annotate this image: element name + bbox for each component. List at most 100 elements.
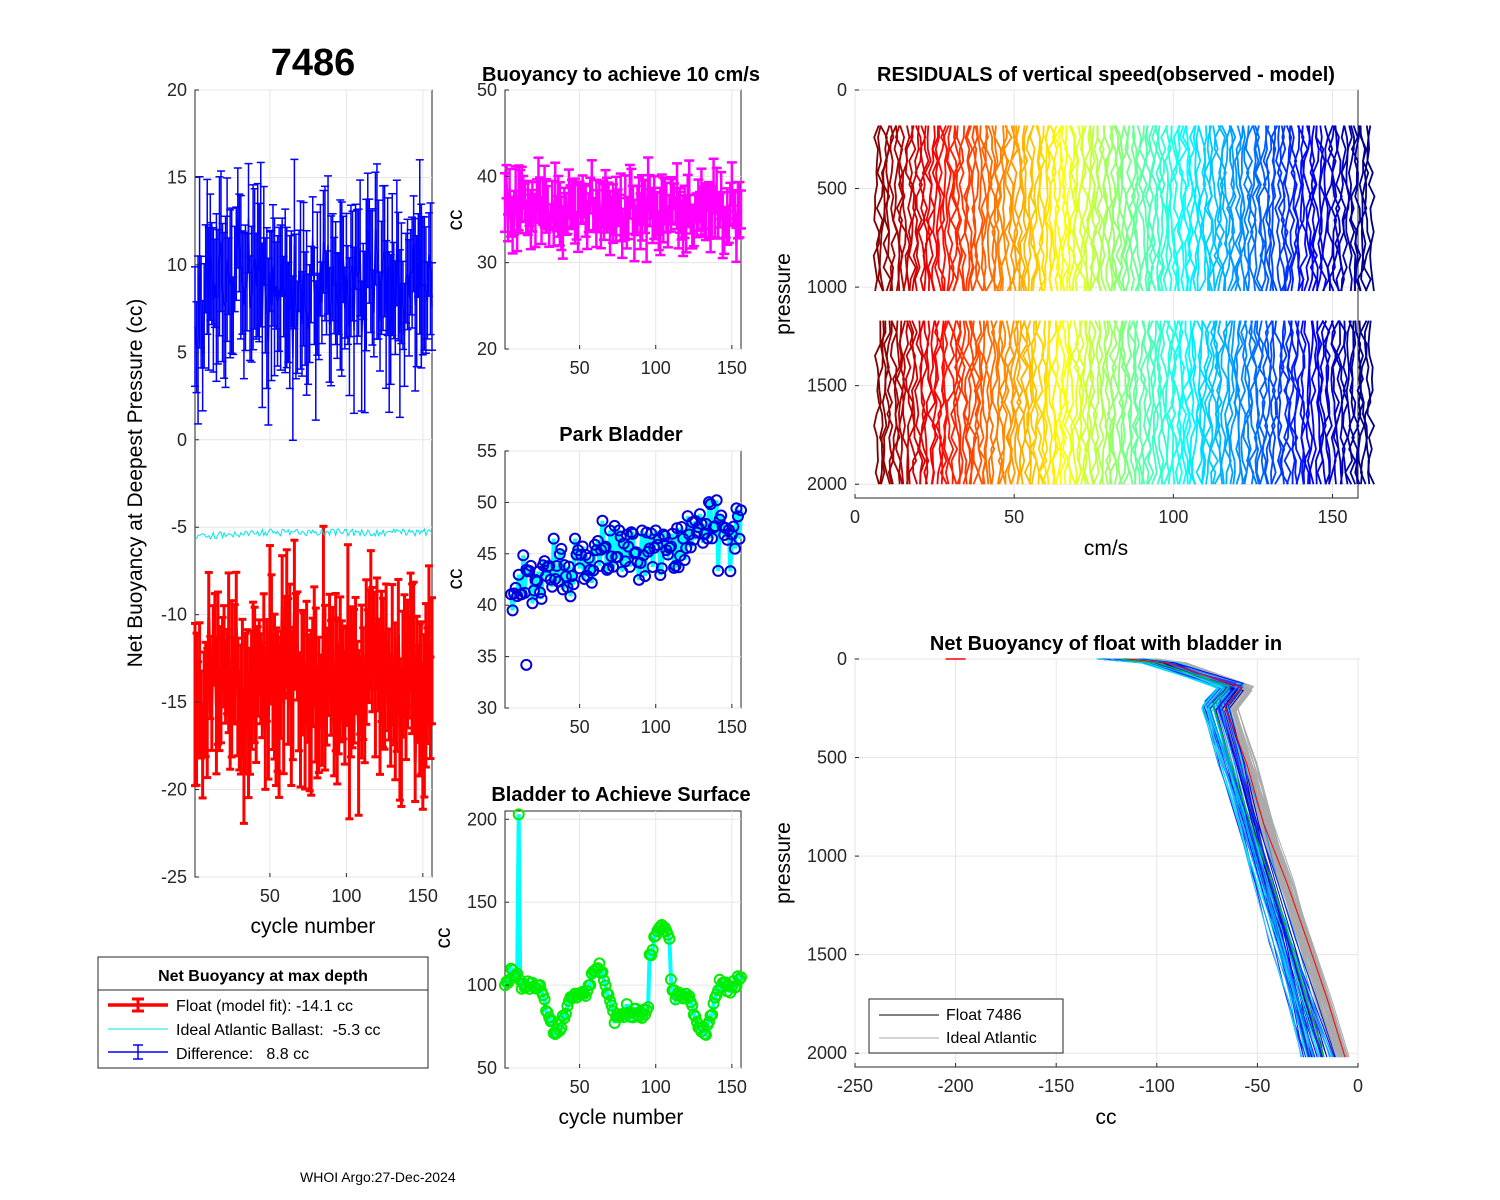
net-buoyancy-marks — [191, 158, 436, 825]
residual-profile — [945, 320, 956, 485]
residual-profile — [1076, 320, 1086, 485]
residual-profile — [1293, 320, 1303, 485]
residual-profile — [1118, 320, 1127, 485]
residual-profile — [1207, 320, 1217, 485]
y-tick-label: 10 — [167, 255, 187, 275]
residual-profile — [1295, 320, 1306, 485]
x-tick-label: -50 — [1244, 1076, 1270, 1096]
x-tick-label: 150 — [408, 886, 438, 906]
legend-entry-difference: Difference: 8.8 cc — [176, 1046, 309, 1063]
residual-profile — [1043, 125, 1051, 292]
park-bladder-marks — [505, 494, 747, 671]
residual-profile — [1206, 125, 1215, 292]
x-tick-label: 50 — [570, 1077, 590, 1097]
residual-profile — [911, 125, 920, 292]
residual-profile — [1154, 125, 1162, 292]
residual-profile — [923, 320, 933, 485]
residual-profile — [1260, 320, 1269, 485]
residual-profile — [1108, 125, 1118, 292]
residual-profile — [1022, 125, 1031, 292]
residual-profile — [1290, 125, 1299, 292]
surface-bladder-point — [735, 971, 747, 984]
surface-bladder-point — [706, 1008, 719, 1021]
residual-profile — [1251, 125, 1261, 292]
park-bladder-point — [692, 521, 705, 534]
residual-profile — [1319, 320, 1328, 485]
park-bladder-point — [695, 517, 708, 530]
park-bladder-point — [678, 553, 691, 566]
surface-bladder-point — [511, 967, 524, 980]
net-buoyancy-panel: 50 100 150 -25 -20 -15 -10 -5 0 5 10 15 20 cycle num… — [124, 80, 438, 938]
residual-profile — [1299, 320, 1307, 485]
park-bladder-point — [585, 576, 598, 589]
float-id-title: 7486 — [271, 42, 356, 84]
residual-profile — [930, 320, 939, 485]
residual-profile — [933, 320, 943, 485]
float-profile — [1136, 658, 1314, 1058]
park-bladder-point — [517, 549, 530, 562]
residual-profile — [1064, 125, 1073, 292]
y-tick-label: 40 — [477, 166, 497, 186]
residual-profile — [1143, 320, 1153, 485]
residual-profile — [1156, 125, 1165, 292]
park-bladder-point — [582, 552, 595, 565]
surface-bladder-point — [602, 988, 615, 1001]
residual-profile — [1003, 125, 1013, 292]
y-tick-label: 2000 — [807, 474, 847, 494]
residual-profile — [1270, 320, 1279, 485]
residual-profile — [1066, 320, 1077, 485]
x-tick-label: 150 — [717, 717, 747, 737]
park-bladder-point — [596, 514, 609, 527]
x-tick-label: -250 — [837, 1076, 873, 1096]
residual-profile — [1031, 320, 1041, 485]
residual-profile — [1073, 320, 1083, 485]
park-bladder-point — [553, 548, 566, 561]
residual-profile — [985, 125, 994, 292]
residual-profile — [984, 320, 994, 485]
surface-bladder-point — [540, 1005, 553, 1018]
residual-profile — [914, 320, 924, 485]
park-bladder-point — [680, 542, 693, 555]
surface-bladder-point — [733, 973, 746, 986]
park-bladder-point — [639, 570, 652, 583]
y-tick-label: -25 — [161, 867, 187, 887]
net-buoyancy-profile-ylabel: pressure — [772, 822, 795, 904]
y-tick-label: 500 — [817, 179, 847, 199]
park-bladder-point — [701, 532, 714, 545]
residual-profile — [955, 125, 965, 292]
park-bladder-point — [651, 538, 664, 551]
residual-profile — [924, 125, 933, 292]
residual-profile — [1140, 320, 1149, 485]
residual-profile — [1235, 125, 1244, 292]
residual-profile — [1133, 320, 1142, 485]
residual-profile — [1330, 320, 1340, 485]
park-bladder-point — [710, 494, 723, 507]
residual-profile — [1274, 125, 1283, 292]
residual-profile — [955, 320, 965, 485]
park-bladder-point — [663, 541, 676, 554]
x-tick-label: -200 — [938, 1076, 974, 1096]
legend-title: Net Buoyancy at max depth — [158, 968, 368, 985]
residual-profile — [971, 125, 980, 292]
residual-profile — [1283, 320, 1293, 485]
y-tick-label: 15 — [167, 167, 187, 187]
surface-bladder-point — [689, 1010, 702, 1023]
residual-profile — [1216, 320, 1226, 485]
park-bladder-point — [544, 573, 557, 586]
residual-profile — [1359, 125, 1370, 292]
float-profile — [1128, 658, 1346, 1058]
residual-profile — [958, 125, 968, 292]
float-profile — [1139, 658, 1313, 1058]
buoyancy-10cms-marks — [500, 156, 746, 264]
ideal-atlantic-profile — [1145, 658, 1341, 1058]
park-bladder-point — [543, 559, 556, 572]
residual-profile — [1102, 320, 1112, 485]
park-bladder-point — [524, 559, 537, 572]
residual-profile — [934, 125, 943, 292]
residual-profile — [993, 125, 1002, 292]
residual-profile — [873, 320, 882, 485]
residual-profile — [1188, 320, 1197, 485]
surface-bladder-xlabel: cycle number — [559, 1106, 684, 1129]
residual-profile — [1353, 125, 1362, 292]
y-tick-label: -20 — [161, 780, 187, 800]
